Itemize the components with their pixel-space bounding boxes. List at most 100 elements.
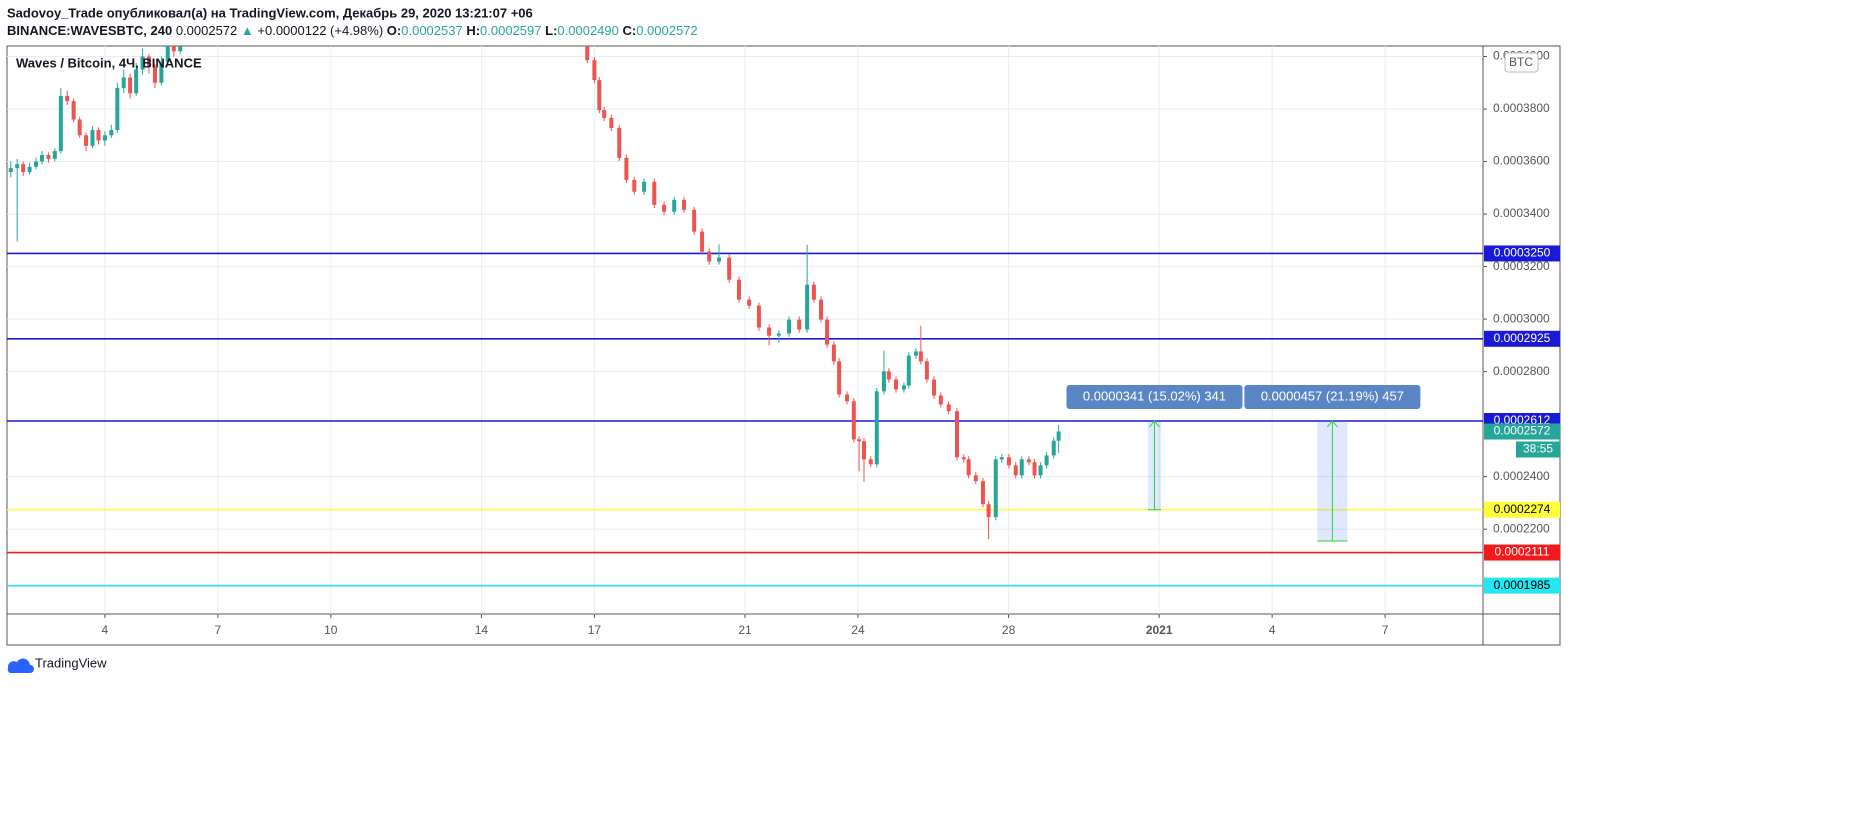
y-tick-label: 0.0002400	[1493, 469, 1550, 483]
candle-body	[736, 279, 741, 300]
symbol: BINANCE:WAVESBTC, 240	[7, 23, 172, 38]
candle-body	[819, 299, 824, 320]
plot: 0.0000341 (15.02%) 341 0.0000457 (21.19%)…	[7, 46, 1483, 587]
candle-body	[171, 46, 176, 52]
candle-body	[652, 181, 657, 205]
candle-body	[672, 199, 677, 212]
candle-body	[961, 457, 966, 460]
author-line: Sadovoy_Trade опубликовал(а) на TradingV…	[7, 5, 533, 20]
h: 0.0002597	[480, 23, 541, 38]
candle-body	[609, 117, 614, 128]
candle-body	[65, 95, 70, 102]
x-tick-label: 4	[102, 623, 109, 637]
candle-body	[115, 88, 120, 131]
candle-body	[1019, 459, 1024, 476]
candle-body	[767, 327, 772, 336]
candle-body	[886, 371, 891, 380]
countdown-box	[1516, 441, 1560, 458]
candle-body	[966, 459, 971, 476]
candle-body	[700, 231, 705, 252]
candle-body	[811, 284, 816, 300]
candle-body	[893, 379, 898, 390]
candle-body	[861, 441, 866, 460]
x-tick-label: 10	[324, 623, 338, 637]
candle-body	[121, 77, 126, 89]
candle-body	[662, 204, 667, 212]
measure-label-box	[1066, 384, 1243, 409]
candle-body	[845, 394, 850, 402]
level-label: 0.0001985	[1494, 578, 1551, 592]
y-tick-label: 0.0003800	[1493, 101, 1550, 115]
o-label: O:	[387, 23, 401, 38]
measure-arrow-head	[1327, 420, 1338, 428]
x-tick-label: 24	[851, 623, 865, 637]
candle-body	[52, 151, 57, 159]
candle-body	[857, 439, 862, 442]
candle-body	[77, 119, 82, 136]
x-tick-label: 2021	[1146, 623, 1173, 637]
candle-body	[805, 284, 810, 330]
candle-body	[134, 69, 139, 94]
grid	[7, 46, 1483, 614]
candle-body	[1038, 465, 1043, 476]
candle-body	[932, 379, 937, 396]
measure-label: 0.0000457 (21.19%) 457	[1261, 388, 1404, 403]
candle-body	[756, 305, 761, 328]
candle-body	[33, 161, 38, 167]
currency-box[interactable]	[1504, 52, 1539, 73]
measure-arrow-head	[1149, 420, 1160, 428]
x-tick-label: 21	[738, 623, 752, 637]
candle-body	[128, 77, 133, 94]
y-tick-label: 0.0003600	[1493, 154, 1550, 168]
candle-body	[58, 95, 63, 152]
currency: BTC	[1509, 55, 1533, 69]
candle-body	[924, 361, 929, 380]
candle-body	[642, 181, 647, 192]
candle-body	[592, 60, 597, 81]
candle-body	[102, 135, 107, 141]
measure-label: 0.0000341 (15.02%) 341	[1083, 388, 1226, 403]
candle-body	[140, 56, 145, 70]
candle-body	[15, 164, 20, 169]
o: 0.0002537	[401, 23, 462, 38]
candle-body	[152, 67, 157, 83]
candle-body	[617, 127, 622, 158]
countdown: 38:55	[1523, 442, 1553, 456]
level-label-box	[1484, 577, 1560, 594]
candle-body	[692, 209, 697, 232]
frame	[6, 45, 1561, 646]
candle-body	[831, 344, 836, 362]
h-label: H:	[466, 23, 480, 38]
last: 0.0002572	[176, 23, 237, 38]
y-tick-label: 0.0003000	[1493, 311, 1550, 325]
candle-body	[938, 395, 943, 405]
y-tick-label: 0.0003400	[1493, 206, 1550, 220]
candle-body	[906, 355, 911, 386]
x-tick-label: 17	[588, 623, 602, 637]
c-label: C:	[622, 23, 636, 38]
candle-body	[946, 404, 951, 412]
level-label-box	[1484, 245, 1560, 262]
y-tick-label: 0.0002200	[1493, 521, 1550, 535]
candle-body	[707, 251, 712, 262]
logo	[7, 658, 35, 673]
candle-body	[21, 164, 26, 173]
candle-body	[146, 56, 151, 68]
measure-label-box	[1244, 384, 1421, 409]
candle-body	[901, 385, 906, 390]
candle-body	[825, 319, 830, 345]
candle-body	[1044, 455, 1049, 466]
candle-body	[999, 457, 1004, 460]
candle-body	[881, 371, 886, 392]
arrow: ▲	[241, 23, 254, 38]
candle-body	[727, 257, 732, 280]
candle-body	[178, 46, 183, 52]
candle-body	[717, 257, 722, 262]
candle-body	[159, 61, 164, 83]
candle-body	[597, 80, 602, 111]
candle-body	[747, 299, 752, 306]
axes: 0.00040000.00038000.00036000.00034000.00…	[102, 49, 1560, 637]
level-label: 0.0003250	[1494, 246, 1551, 260]
candle-body	[632, 179, 637, 192]
